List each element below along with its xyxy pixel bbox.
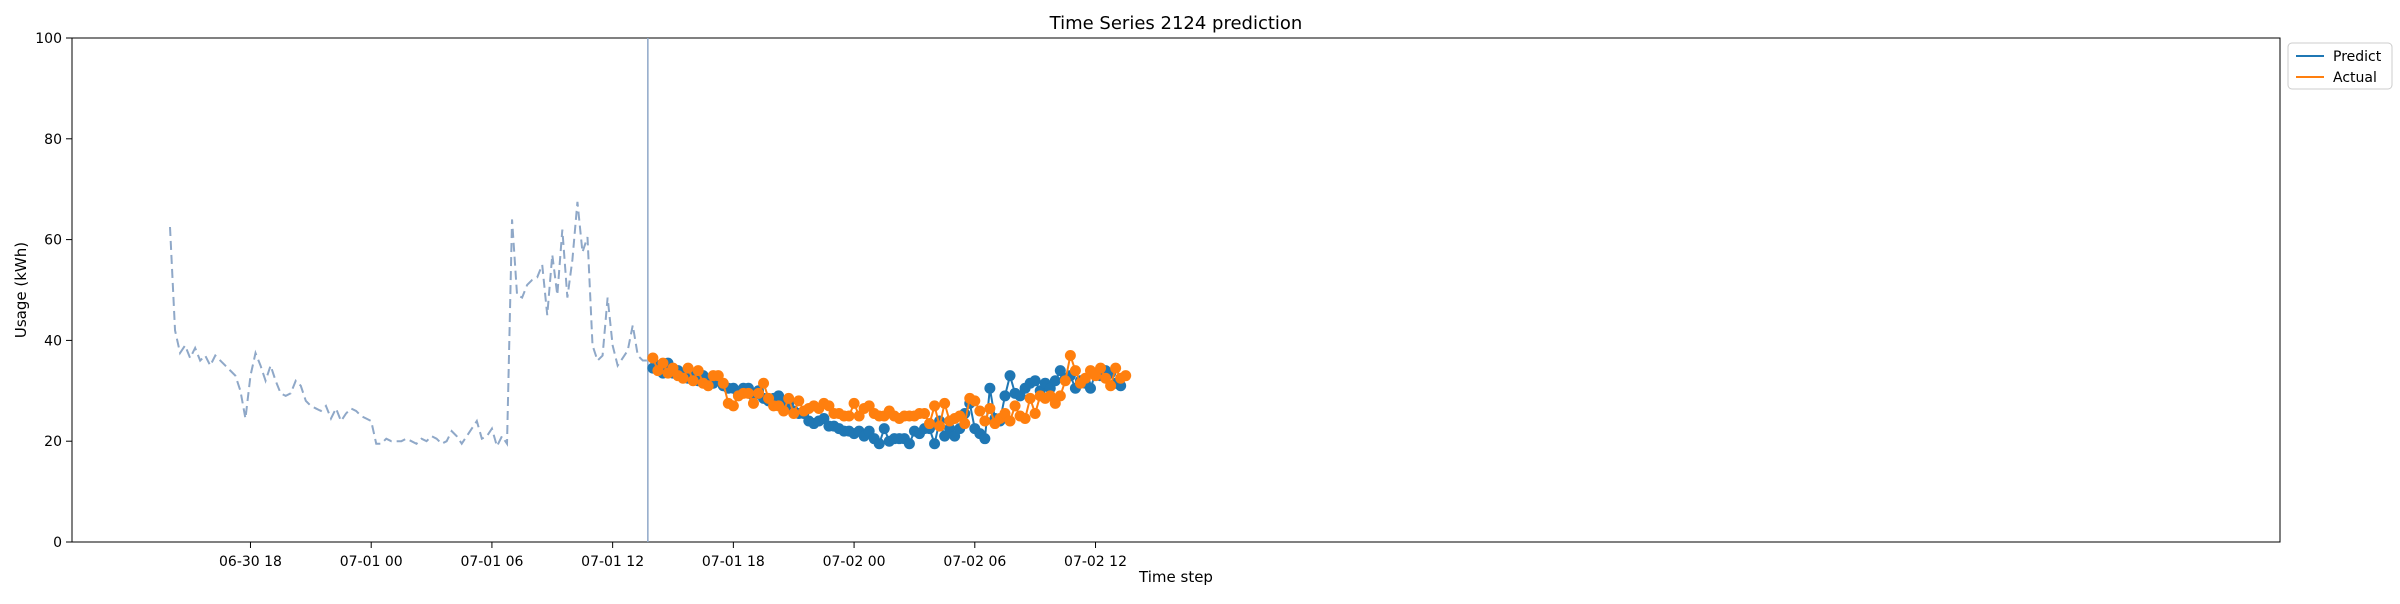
actual-series [647, 350, 1132, 432]
predict-point [1115, 380, 1127, 392]
legend-label-predict: Predict [2333, 49, 2382, 65]
x-axis: 06-30 18 07-01 00 07-01 06 07-01 12 07-01 18… [219, 542, 1127, 570]
x-tick-label: 06-30 18 [219, 554, 282, 570]
actual-point [1029, 407, 1041, 419]
actual-point [939, 397, 951, 409]
actual-point [843, 410, 855, 422]
actual-point [1009, 400, 1021, 412]
y-axis: 0 20 40 60 80 100 [35, 31, 72, 551]
actual-point [753, 387, 765, 399]
actual-point [924, 418, 936, 430]
actual-point [929, 400, 941, 412]
predict-point [979, 433, 991, 445]
y-tick-label: 60 [44, 233, 62, 249]
actual-point [1024, 392, 1036, 404]
predict-point [1049, 375, 1061, 387]
actual-point [778, 405, 790, 417]
predict-point [1029, 375, 1041, 387]
actual-point [1064, 350, 1076, 362]
actual-point [687, 375, 699, 387]
predict-point [878, 423, 890, 435]
actual-point [747, 397, 759, 409]
actual-point [758, 377, 770, 389]
actual-point [934, 420, 946, 432]
actual-point [682, 362, 694, 374]
y-tick-label: 100 [35, 31, 62, 47]
actual-point [1120, 370, 1132, 382]
actual-point [984, 402, 996, 414]
x-axis-label: Time step [1138, 568, 1213, 586]
actual-point [848, 397, 860, 409]
forecast-series [647, 350, 1132, 450]
actual-point [717, 377, 729, 389]
y-tick-label: 0 [53, 535, 62, 551]
actual-point [793, 395, 805, 407]
y-tick-label: 40 [44, 333, 62, 349]
actual-point [1069, 365, 1081, 377]
y-axis-label: Usage (kWh) [12, 242, 30, 338]
actual-point [1095, 362, 1107, 374]
predict-point [1004, 370, 1016, 382]
y-tick-label: 20 [44, 434, 62, 450]
predict-point [903, 438, 915, 450]
actual-point [979, 415, 991, 427]
predict-point [999, 390, 1011, 402]
x-tick-label: 07-01 06 [460, 554, 523, 570]
actual-point [1110, 362, 1122, 374]
actual-point [1019, 413, 1031, 425]
actual-point [1004, 415, 1016, 427]
y-tick-label: 80 [44, 132, 62, 148]
x-tick-label: 07-01 18 [702, 554, 765, 570]
legend: Predict Actual [2287, 42, 2393, 90]
predict-point [929, 438, 941, 450]
actual-point [783, 392, 795, 404]
x-tick-label: 07-01 12 [581, 554, 644, 570]
actual-point [657, 357, 669, 369]
chart-title: Time Series 2124 prediction [1049, 13, 1303, 34]
predict-point [1084, 382, 1096, 394]
actual-point [969, 395, 981, 407]
actual-point [1105, 380, 1117, 392]
plot-area [71, 37, 2281, 543]
actual-point [727, 400, 739, 412]
x-tick-label: 07-01 00 [340, 554, 403, 570]
actual-point [788, 407, 800, 419]
actual-point [702, 380, 714, 392]
predict-point [873, 438, 885, 450]
actual-point [647, 352, 659, 364]
actual-point [742, 387, 754, 399]
actual-point [1054, 390, 1066, 402]
actual-point [677, 372, 689, 384]
legend-label-actual: Actual [2333, 70, 2377, 86]
x-tick-label: 07-02 00 [823, 554, 886, 570]
actual-point [692, 365, 704, 377]
history-series-line [169, 201, 648, 449]
actual-point [919, 407, 930, 419]
predict-point [984, 382, 996, 394]
x-tick-label: 07-02 06 [943, 554, 1006, 570]
actual-point [974, 405, 986, 417]
actual-point [1059, 375, 1071, 387]
actual-point [959, 418, 971, 430]
x-tick-label: 07-02 12 [1064, 554, 1127, 570]
